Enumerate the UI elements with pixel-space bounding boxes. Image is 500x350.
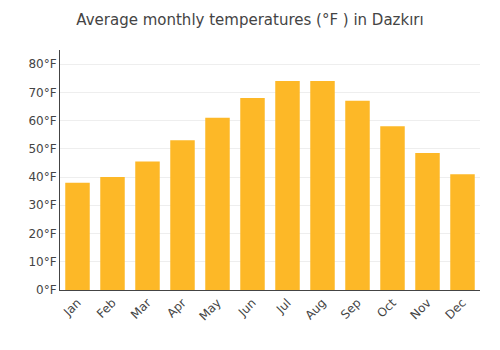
svg-text:20°F: 20°F	[28, 227, 56, 241]
svg-text:30°F: 30°F	[28, 198, 56, 212]
svg-text:Dec: Dec	[443, 296, 469, 322]
svg-text:Jul: Jul	[273, 296, 294, 317]
svg-text:40°F: 40°F	[28, 170, 56, 184]
svg-text:Average monthly temperatures (: Average monthly temperatures (°F ) in Da…	[76, 11, 423, 29]
svg-text:Mar: Mar	[128, 296, 154, 322]
svg-text:60°F: 60°F	[28, 114, 56, 128]
svg-text:Aug: Aug	[302, 296, 328, 322]
svg-text:Sep: Sep	[338, 296, 364, 322]
svg-text:Nov: Nov	[407, 296, 433, 322]
svg-text:10°F: 10°F	[28, 255, 56, 269]
svg-text:50°F: 50°F	[28, 142, 56, 156]
svg-text:May: May	[196, 296, 223, 323]
svg-text:Oct: Oct	[374, 296, 399, 321]
svg-text:Jun: Jun	[235, 296, 259, 320]
svg-text:70°F: 70°F	[28, 86, 56, 100]
svg-text:Jan: Jan	[60, 296, 84, 320]
svg-text:0°F: 0°F	[36, 283, 57, 297]
svg-text:80°F: 80°F	[28, 57, 56, 71]
svg-text:Feb: Feb	[94, 296, 119, 321]
svg-text:Apr: Apr	[164, 296, 189, 321]
